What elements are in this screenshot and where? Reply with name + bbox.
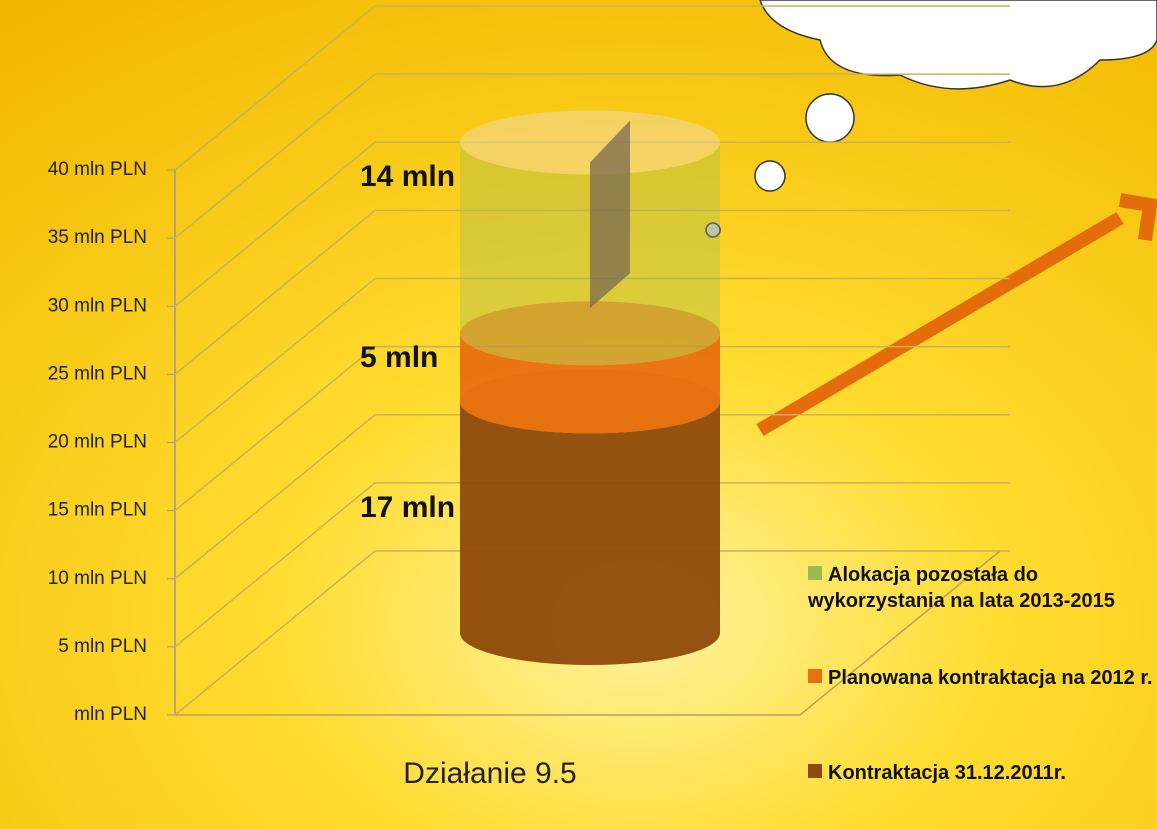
slide: mln PLN 5 mln PLN 10 mln PLN 15 mln PLN 20 m… xyxy=(0,0,1157,829)
y-tick-label: 15 mln PLN xyxy=(48,500,147,521)
y-tick-label: mln PLN xyxy=(74,704,147,725)
y-tick-label: 10 mln PLN xyxy=(48,568,147,589)
y-tick-label: 30 mln PLN xyxy=(48,295,147,316)
data-label: 17 mln xyxy=(360,491,455,524)
chart: mln PLN 5 mln PLN 10 mln PLN 15 mln PLN 20 m… xyxy=(0,0,1157,829)
data-label: 5 mln xyxy=(360,341,438,374)
legend-label: Kontraktacja 31.12.2011r. xyxy=(828,762,1066,784)
y-tick-label: 40 mln PLN xyxy=(48,159,147,180)
legend-swatch xyxy=(808,566,822,580)
legend-item: Alokacja pozostała do wykorzystania na l… xyxy=(808,562,1118,614)
y-tick-label: 25 mln PLN xyxy=(48,363,147,384)
legend-item: Planowana kontraktacja na 2012 r. xyxy=(808,665,1153,691)
data-label: 14 mln xyxy=(360,160,455,193)
y-tick-label: 20 mln PLN xyxy=(48,432,147,453)
x-tick-label: Działanie 9.5 xyxy=(403,757,576,790)
legend-label: Planowana kontraktacja na 2012 r. xyxy=(828,667,1153,689)
legend-label: Alokacja pozostała do wykorzystania na l… xyxy=(808,564,1115,612)
cylinder-segment xyxy=(460,401,720,665)
y-tick-label: 35 mln PLN xyxy=(48,227,147,248)
y-tick-label: 5 mln PLN xyxy=(58,636,147,657)
legend-swatch xyxy=(808,669,822,683)
legend-item: Kontraktacja 31.12.2011r. xyxy=(808,760,1118,786)
legend-swatch xyxy=(808,764,822,778)
